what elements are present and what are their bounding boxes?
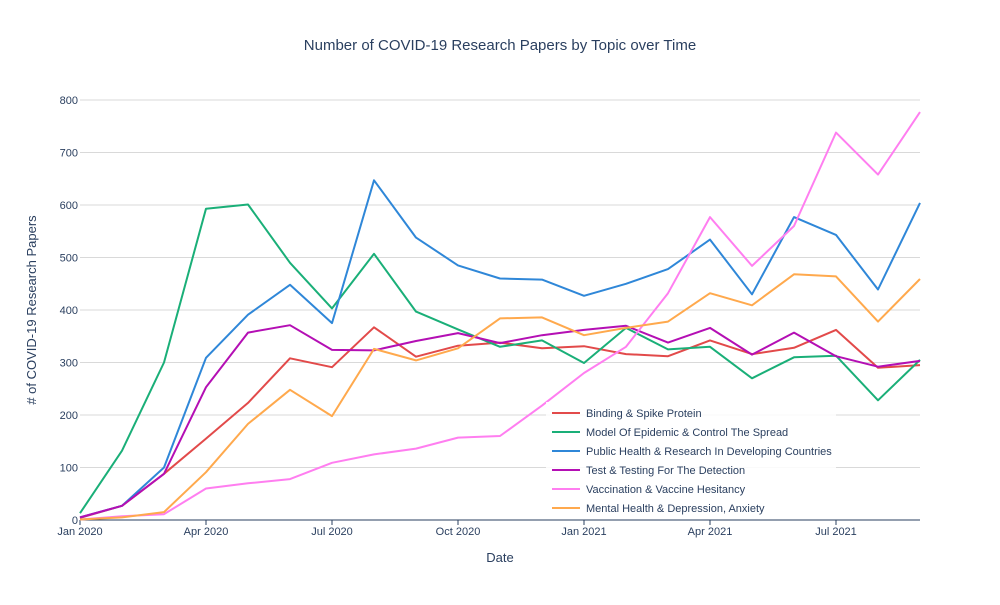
- y-axis-title: # of COVID-19 Research Papers: [24, 215, 39, 405]
- legend: Binding & Spike Protein Model Of Epidemic…: [546, 402, 836, 518]
- x-axis-title: Date: [486, 550, 513, 565]
- y-tick-label: 800: [60, 95, 78, 107]
- series-lines: [79, 111, 921, 521]
- y-tick-label: 200: [60, 410, 78, 422]
- y-tick-label: 400: [60, 305, 78, 317]
- series-line-3: [79, 324, 921, 519]
- series-line-5: [79, 273, 921, 521]
- x-tick-label: Jan 2020: [57, 526, 102, 538]
- grid-lines: [80, 99, 920, 521]
- legend-item-label: Vaccination & Vaccine Hesitancy: [586, 484, 746, 496]
- legend-item-label: Test & Testing For The Detection: [586, 465, 745, 477]
- x-tick-label: Apr 2020: [184, 526, 229, 538]
- x-tick-label: Jul 2020: [311, 526, 353, 538]
- y-tick-label: 100: [60, 463, 78, 475]
- legend-item-label: Mental Health & Depression, Anxiety: [586, 503, 765, 515]
- legend-item-label: Public Health & Research In Developing C…: [586, 446, 832, 458]
- y-tick-label: 0: [72, 515, 78, 527]
- x-tick-label: Jul 2021: [815, 526, 857, 538]
- chart-title: Number of COVID-19 Research Papers by To…: [304, 37, 696, 54]
- y-tick-label: 300: [60, 358, 78, 370]
- legend-item-label: Binding & Spike Protein: [586, 408, 702, 420]
- x-tick-label: Apr 2021: [688, 526, 733, 538]
- x-tick-label: Oct 2020: [436, 526, 481, 538]
- series-line-2: [79, 179, 921, 519]
- y-tick-label: 500: [60, 253, 78, 265]
- x-tick-label: Jan 2021: [561, 526, 606, 538]
- legend-item-label: Model Of Epidemic & Control The Spread: [586, 427, 788, 439]
- y-tick-label: 700: [60, 148, 78, 160]
- legend-background: [546, 402, 836, 518]
- series-line-4: [79, 111, 921, 521]
- series-line-1: [79, 203, 921, 514]
- x-axis-ticks: Jan 2020 Apr 2020 Jul 2020 Oct 2020 Jan 2021…: [57, 520, 857, 538]
- y-tick-label: 600: [60, 200, 78, 212]
- y-axis-ticks: 0 100 200 300 400 500 600 700 800: [60, 95, 78, 527]
